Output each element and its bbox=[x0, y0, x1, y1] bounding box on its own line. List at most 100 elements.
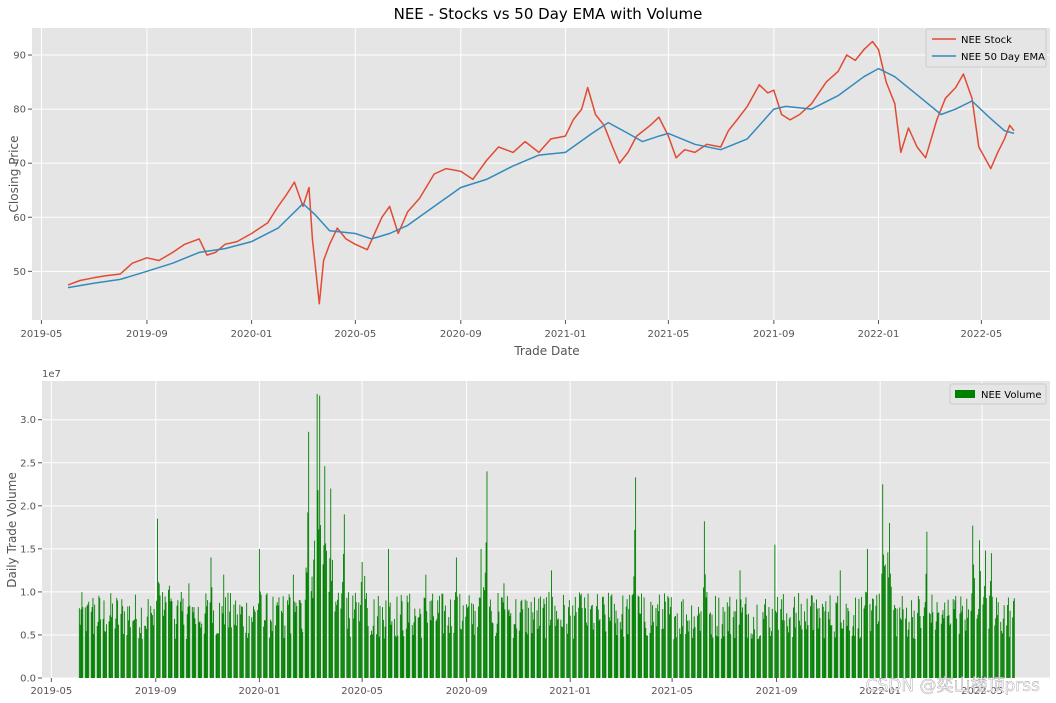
volume-bar bbox=[169, 601, 171, 678]
volume-bar bbox=[901, 596, 903, 678]
volume-bar bbox=[686, 620, 688, 678]
volume-legend: NEE Volume bbox=[949, 383, 1047, 405]
volume-bar bbox=[515, 599, 517, 678]
volume-bar bbox=[479, 597, 481, 678]
volume-bar bbox=[829, 595, 831, 678]
volume-bar bbox=[109, 615, 111, 678]
volume-bar bbox=[736, 599, 738, 678]
volume-bar bbox=[503, 583, 505, 678]
volume-bar bbox=[920, 627, 922, 678]
volume-bar bbox=[364, 575, 366, 678]
volume-bar bbox=[302, 632, 304, 678]
volume-bar bbox=[199, 621, 201, 678]
volume-bar bbox=[748, 613, 749, 678]
volume-bar bbox=[599, 619, 601, 678]
volume-bar bbox=[182, 598, 184, 678]
volume-bar bbox=[988, 628, 990, 678]
volume-bar bbox=[926, 531, 928, 678]
volume-bar bbox=[591, 604, 593, 678]
price-x-tick-label: 2019-05 bbox=[21, 329, 63, 340]
volume-bar bbox=[617, 618, 619, 678]
volume-bar bbox=[323, 545, 325, 678]
volume-bar bbox=[794, 627, 796, 678]
volume-bar bbox=[687, 631, 689, 678]
volume-bar bbox=[209, 602, 211, 678]
volume-bar bbox=[203, 633, 205, 678]
volume-bar bbox=[383, 638, 385, 678]
volume-bar bbox=[495, 635, 496, 678]
volume-bar bbox=[605, 631, 607, 678]
volume-bar bbox=[183, 624, 185, 678]
volume-bar bbox=[455, 557, 457, 678]
volume-bar bbox=[568, 600, 570, 678]
volume-bar bbox=[197, 606, 199, 678]
volume-bar bbox=[450, 626, 452, 678]
volume-bar bbox=[949, 625, 951, 678]
volume-bar bbox=[397, 635, 399, 678]
volume-bar bbox=[122, 606, 124, 678]
volume-bar bbox=[934, 629, 936, 678]
volume-bar bbox=[821, 603, 823, 678]
volume-bar bbox=[799, 625, 801, 678]
volume-bar bbox=[692, 638, 693, 678]
volume-bar bbox=[830, 625, 832, 678]
volume-bar bbox=[640, 613, 642, 678]
volume-bar bbox=[632, 594, 634, 678]
volume-bar bbox=[912, 638, 914, 678]
volume-bar bbox=[962, 605, 963, 678]
volume-bar bbox=[522, 609, 524, 678]
volume-bar bbox=[950, 623, 952, 678]
volume-bar bbox=[965, 630, 967, 678]
volume-bar bbox=[1008, 636, 1010, 678]
volume-bar bbox=[973, 564, 975, 678]
volume-bar bbox=[656, 626, 658, 678]
volume-bar bbox=[738, 624, 740, 678]
volume-bar bbox=[1006, 625, 1008, 678]
volume-x-tick-label: 2022-05 bbox=[961, 686, 1003, 697]
volume-bar bbox=[925, 573, 927, 678]
price-x-axis-label: Trade Date bbox=[513, 344, 579, 358]
volume-bar bbox=[882, 484, 884, 678]
volume-bar bbox=[270, 621, 272, 678]
volume-bar bbox=[697, 615, 699, 678]
volume-bar bbox=[258, 603, 259, 678]
volume-bar bbox=[158, 583, 160, 678]
volume-bar bbox=[662, 609, 664, 678]
volume-bar bbox=[174, 638, 176, 678]
volume-bar bbox=[207, 600, 209, 678]
volume-bar bbox=[967, 617, 969, 678]
volume-bar bbox=[952, 599, 954, 678]
volume-bar bbox=[801, 629, 803, 678]
volume-bar bbox=[290, 633, 292, 678]
volume-bar bbox=[431, 600, 433, 678]
volume-bar bbox=[417, 617, 419, 678]
volume-bar bbox=[478, 606, 479, 678]
volume-bar bbox=[329, 558, 331, 678]
volume-bar bbox=[489, 606, 490, 678]
volume-bar bbox=[754, 629, 755, 678]
volume-bar bbox=[579, 592, 580, 678]
volume-bar bbox=[971, 593, 973, 678]
volume-bar bbox=[884, 564, 886, 678]
volume-bar bbox=[252, 622, 254, 678]
volume-bar bbox=[811, 595, 813, 678]
volume-bar bbox=[611, 594, 613, 678]
volume-bar bbox=[447, 625, 449, 678]
volume-bar bbox=[141, 639, 143, 678]
volume-bar bbox=[746, 614, 748, 678]
volume-bar bbox=[827, 611, 829, 678]
volume-bar bbox=[99, 598, 101, 678]
volume-bar bbox=[764, 604, 766, 678]
volume-x-tick-label: 2021-09 bbox=[756, 686, 798, 697]
volume-bar bbox=[123, 611, 125, 678]
volume-bar bbox=[928, 612, 930, 678]
volume-bar bbox=[284, 625, 286, 678]
volume-bar bbox=[634, 529, 636, 678]
volume-bar bbox=[699, 630, 701, 678]
volume-bar bbox=[995, 618, 997, 678]
volume-bar bbox=[518, 630, 520, 678]
volume-bar bbox=[134, 619, 136, 678]
volume-bar bbox=[919, 616, 921, 678]
volume-bar bbox=[467, 606, 469, 678]
volume-bar bbox=[948, 615, 950, 678]
